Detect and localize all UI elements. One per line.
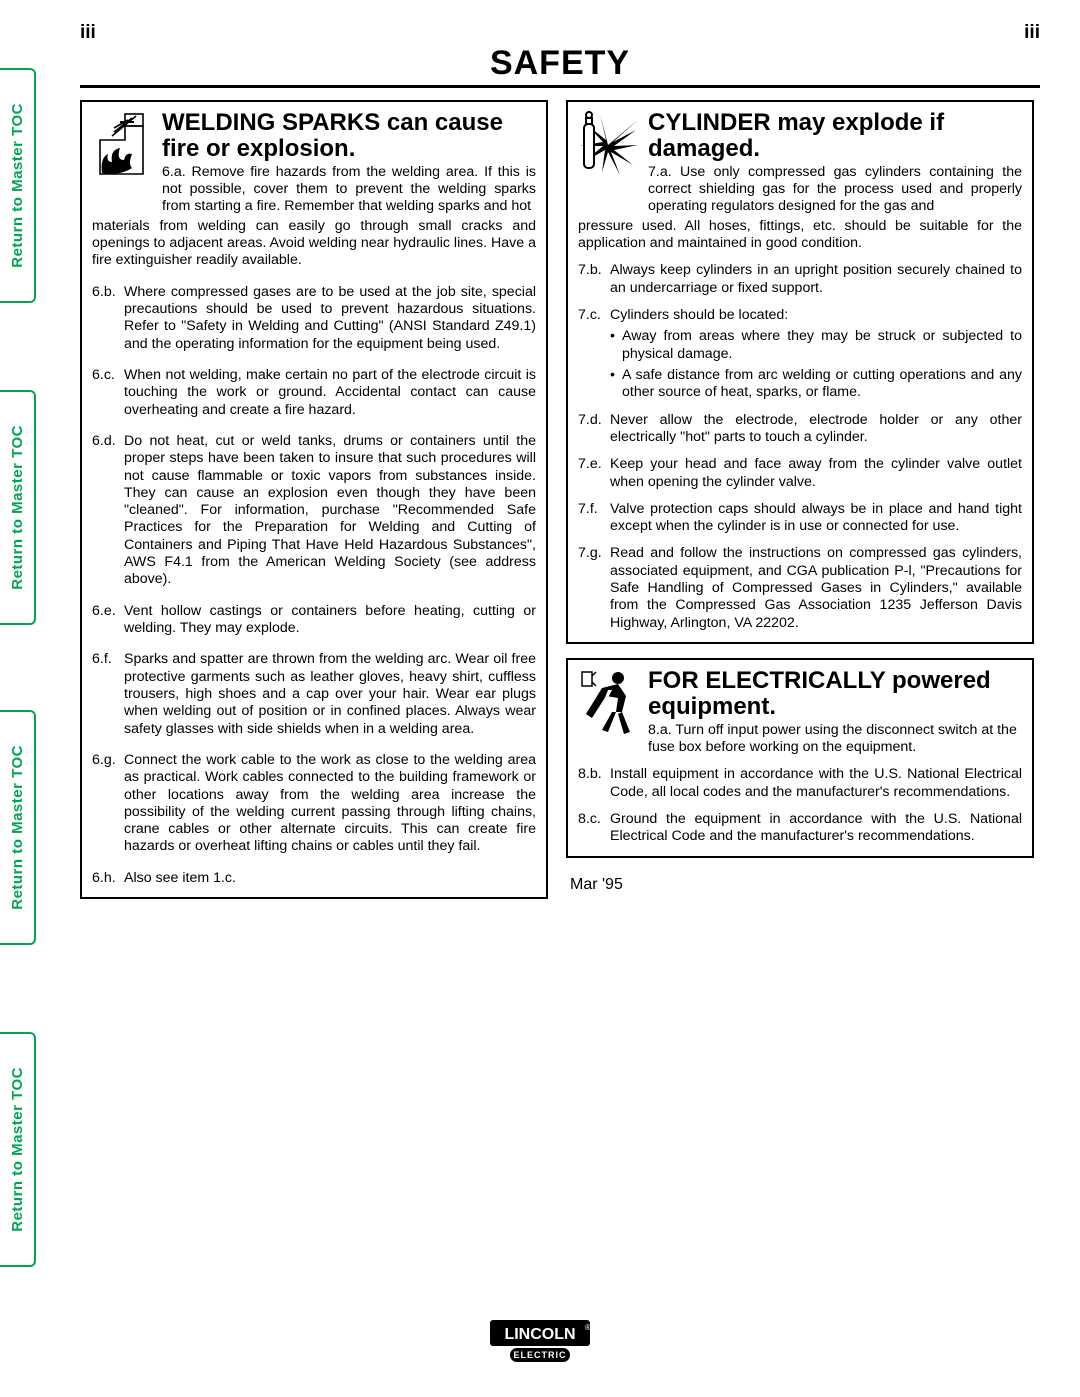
item-body: Also see item 1.c.: [124, 870, 536, 887]
page: Return to Master TOC Return to Master TO…: [0, 0, 1080, 1397]
toc-tab-strip: Return to Master TOC Return to Master TO…: [0, 0, 38, 1397]
item-label: 7.e.: [578, 456, 610, 491]
list-item: 6.e.Vent hollow castings or containers b…: [92, 603, 536, 638]
list-item: 6.f.Sparks and spatter are thrown from t…: [92, 651, 536, 738]
item-label: 6.c.: [92, 367, 124, 419]
list-item: 6.h.Also see item 1.c.: [92, 870, 536, 887]
list-item: 7.f.Valve protection caps should always …: [578, 501, 1022, 536]
item-label: 6.e.: [92, 603, 124, 638]
item-label: 6.a.: [162, 164, 186, 180]
toc-tab-label: Return to Master TOC: [9, 745, 26, 910]
item-text: Use only compressed gas cylinders contai…: [648, 164, 1022, 215]
item-label: 7.f.: [578, 501, 610, 536]
title-underline: [80, 85, 1040, 88]
item-body: Always keep cylinders in an upright posi…: [610, 262, 1022, 297]
page-number-left: iii: [80, 22, 96, 44]
right-column: CYLINDER may explode if damaged. 7.a. Us…: [566, 100, 1034, 913]
list-item: 7.b.Always keep cylinders in an upright …: [578, 262, 1022, 297]
item-body: Cylinders should be located:•Away from a…: [610, 307, 1022, 402]
list-item: 6.g.Connect the work cable to the work a…: [92, 752, 536, 856]
electrical-items: 8.b.Install equipment in accordance with…: [578, 766, 1022, 845]
electrical-8a-lead: 8.a. Turn off input power using the disc…: [648, 722, 1022, 757]
date-text: Mar '95: [570, 876, 1034, 894]
page-number-right: iii: [1024, 22, 1040, 44]
item-label: 7.a.: [648, 164, 672, 180]
item-body: Read and follow the instructions on comp…: [610, 545, 1022, 632]
item-body: Vent hollow castings or containers befor…: [124, 603, 536, 638]
cylinder-items: 7.b.Always keep cylinders in an upright …: [578, 262, 1022, 632]
cylinder-title: CYLINDER may explode if damaged.: [648, 110, 1022, 162]
item-label: 6.b.: [92, 284, 124, 353]
item-label: 7.d.: [578, 412, 610, 447]
toc-tab-1[interactable]: Return to Master TOC: [0, 68, 36, 303]
toc-tab-2[interactable]: Return to Master TOC: [0, 390, 36, 625]
cylinder-explode-icon: [578, 110, 638, 180]
list-item: 6.b.Where compressed gases are to be use…: [92, 284, 536, 353]
list-item: 6.d.Do not heat, cut or weld tanks, drum…: [92, 433, 536, 589]
item-label: 6.g.: [92, 752, 124, 856]
item-body: Where compressed gases are to be used at…: [124, 284, 536, 353]
welding-items: 6.b.Where compressed gases are to be use…: [92, 284, 536, 887]
electrical-hazard-icon: [578, 668, 638, 738]
item-label: 8.c.: [578, 811, 610, 846]
cylinder-section: CYLINDER may explode if damaged. 7.a. Us…: [566, 100, 1034, 644]
item-label: 6.f.: [92, 651, 124, 738]
cylinder-7a-cont: pressure used. All hoses, fittings, etc.…: [578, 218, 1022, 253]
list-item: 7.e.Keep your head and face away from th…: [578, 456, 1022, 491]
item-body: Do not heat, cut or weld tanks, drums or…: [124, 433, 536, 589]
item-text: Turn off input power using the disconnec…: [648, 722, 1017, 755]
toc-tab-label: Return to Master TOC: [9, 103, 26, 268]
fire-explosion-icon: [92, 110, 152, 180]
toc-tab-label: Return to Master TOC: [9, 1067, 26, 1232]
title-row: SAFETY: [80, 44, 1040, 88]
item-body: Keep your head and face away from the cy…: [610, 456, 1022, 491]
item-label: 7.c.: [578, 307, 610, 402]
item-body: Ground the equipment in accordance with …: [610, 811, 1022, 846]
item-body: Sparks and spatter are thrown from the w…: [124, 651, 536, 738]
list-item: 7.g.Read and follow the instructions on …: [578, 545, 1022, 632]
item-text: Remove fire hazards from the welding are…: [162, 164, 536, 215]
list-item: 7.c.Cylinders should be located:•Away fr…: [578, 307, 1022, 402]
cylinder-7a-lead: 7.a. Use only compressed gas cylinders c…: [648, 164, 1022, 216]
item-body: Valve protection caps should always be i…: [610, 501, 1022, 536]
item-body: Never allow the electrode, electrode hol…: [610, 412, 1022, 447]
welding-sparks-section: WELDING SPARKS can cause fire or explosi…: [80, 100, 548, 899]
list-item: 8.c.Ground the equipment in accordance w…: [578, 811, 1022, 846]
item-label: 7.g.: [578, 545, 610, 632]
item-label: 8.b.: [578, 766, 610, 801]
electrical-title: FOR ELECTRICALLY powered equipment.: [648, 668, 1022, 720]
page-title: SAFETY: [80, 44, 1040, 83]
sub-bullet: •A safe distance from arc welding or cut…: [610, 367, 1022, 402]
logo-brand: LINCOLN: [504, 1326, 575, 1343]
page-number-row: iii iii: [80, 22, 1040, 44]
sub-bullet: •Away from areas where they may be struc…: [610, 328, 1022, 363]
logo-sub: ELECTRIC: [514, 1350, 567, 1360]
item-body: Connect the work cable to the work as cl…: [124, 752, 536, 856]
welding-title: WELDING SPARKS can cause fire or explosi…: [162, 110, 536, 162]
svg-text:®: ®: [585, 1323, 590, 1332]
item-body: When not welding, make certain no part o…: [124, 367, 536, 419]
list-item: 7.d.Never allow the electrode, electrode…: [578, 412, 1022, 447]
item-label: 8.a.: [648, 722, 672, 738]
item-body: Install equipment in accordance with the…: [610, 766, 1022, 801]
toc-tab-3[interactable]: Return to Master TOC: [0, 710, 36, 945]
toc-tab-4[interactable]: Return to Master TOC: [0, 1032, 36, 1267]
list-item: 6.c.When not welding, make certain no pa…: [92, 367, 536, 419]
item-label: 6.d.: [92, 433, 124, 589]
welding-6a-lead: 6.a. Remove fire hazards from the weldin…: [162, 164, 536, 216]
footer-logo: LINCOLN ® ELECTRIC: [0, 1320, 1080, 1369]
two-column-layout: WELDING SPARKS can cause fire or explosi…: [80, 100, 1040, 913]
left-column: WELDING SPARKS can cause fire or explosi…: [80, 100, 548, 913]
toc-tab-label: Return to Master TOC: [9, 425, 26, 590]
item-label: 7.b.: [578, 262, 610, 297]
electrical-section: FOR ELECTRICALLY powered equipment. 8.a.…: [566, 658, 1034, 858]
list-item: 8.b.Install equipment in accordance with…: [578, 766, 1022, 801]
content-area: iii iii SAFETY: [80, 22, 1040, 913]
welding-6a-cont: materials from welding can easily go thr…: [92, 218, 536, 270]
item-label: 6.h.: [92, 870, 124, 887]
